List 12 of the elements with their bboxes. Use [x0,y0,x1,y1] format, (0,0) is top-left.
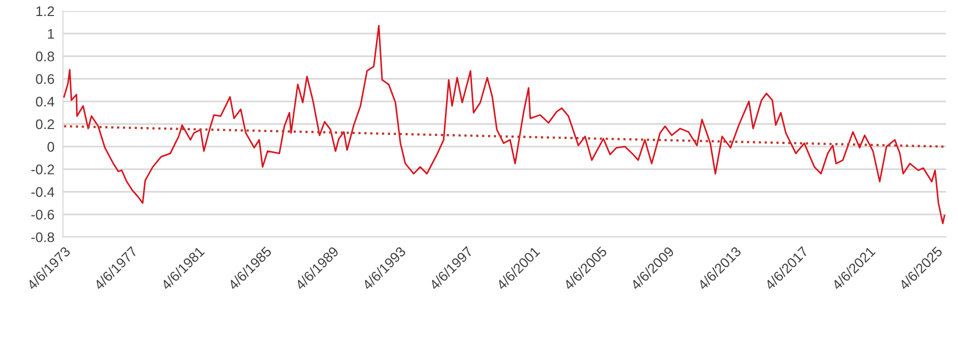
y-tick-label: 0.4 [36,96,54,107]
y-tick-label: 1 [48,29,54,39]
y-tick-label: -0.4 [31,187,54,197]
y-tick-label: 0.8 [36,52,54,62]
y-tick-label: 0.6 [36,74,54,84]
y-tick-label: -0.6 [31,210,54,220]
y-tick-label: 0.2 [36,119,54,130]
y-tick-label: -0.8 [31,232,54,242]
line-series [63,24,946,224]
y-tick-label: 0 [47,142,54,152]
y-tick-label: -0.2 [31,164,54,174]
y-tick-label: 1.2 [36,6,54,16]
